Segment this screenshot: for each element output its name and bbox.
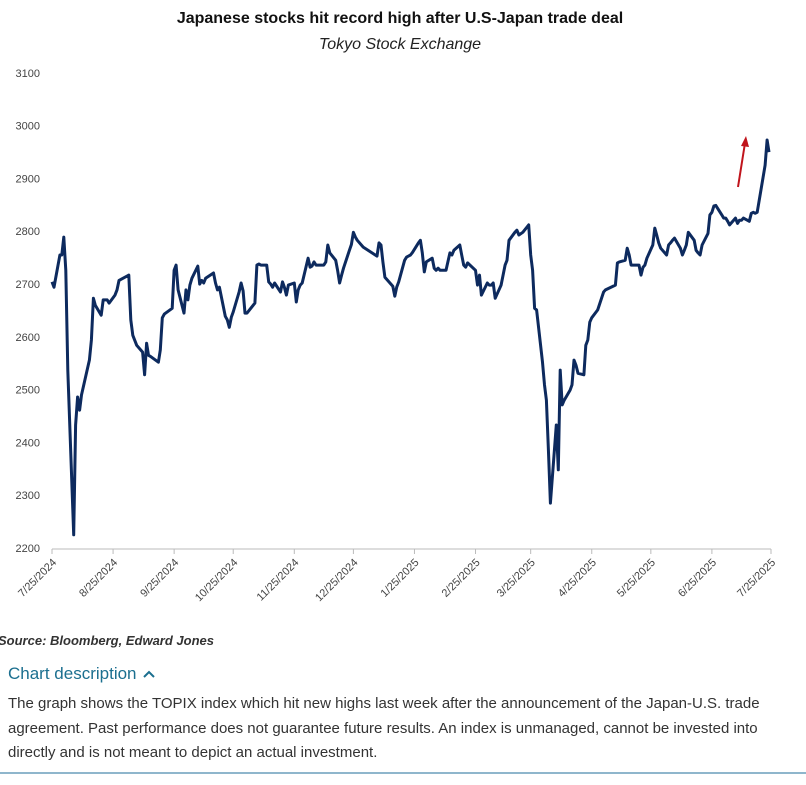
y-tick-label: 2200 <box>16 543 40 555</box>
x-tick-label: 12/25/2024 <box>313 557 360 604</box>
x-tick-label: 1/25/2025 <box>379 557 422 600</box>
description-toggle[interactable]: Chart description <box>8 664 155 684</box>
description-heading[interactable]: Chart description <box>8 664 137 683</box>
price-line <box>50 138 771 537</box>
chart-subtitle: Tokyo Stock Exchange <box>319 36 481 53</box>
x-tick-label: 11/25/2024 <box>255 557 302 604</box>
x-tick-label: 2/25/2025 <box>440 557 483 600</box>
y-tick-label: 2500 <box>16 385 40 397</box>
y-tick-label: 2400 <box>16 437 40 449</box>
y-tick-label: 3100 <box>16 68 40 80</box>
y-tick-label: 2900 <box>16 173 40 185</box>
y-tick-label: 2300 <box>16 490 40 502</box>
x-tick-label: 4/25/2025 <box>556 557 599 600</box>
x-tick-label: 7/25/2025 <box>735 557 778 600</box>
x-tick-label: 8/25/2024 <box>77 557 120 600</box>
y-tick-label: 2600 <box>16 332 40 344</box>
annotation-arrowhead <box>741 136 749 147</box>
description: The graph shows the TOPIX index which hi… <box>8 695 760 761</box>
x-tick-label: 3/25/2025 <box>495 557 538 600</box>
x-tick-label: 6/25/2025 <box>676 557 719 600</box>
divider <box>0 772 806 774</box>
chevron[interactable] <box>142 670 155 678</box>
annotation-arrow <box>737 142 746 188</box>
y-tick-label: 2700 <box>16 279 40 291</box>
x-tick-label: 9/25/2024 <box>138 557 181 600</box>
chart-title: Japanese stocks hit record high after U.… <box>177 10 623 27</box>
y-tick-label: 3000 <box>16 121 40 133</box>
y-tick-label: 2800 <box>16 226 40 238</box>
x-tick-label: 7/25/2024 <box>16 557 59 600</box>
x-tick-label: 5/25/2025 <box>615 557 658 600</box>
source: Source: Bloomberg, Edward Jones <box>0 633 214 648</box>
x-tick-label: 10/25/2024 <box>193 557 240 604</box>
chart: Japanese stocks hit record high after U.… <box>16 10 779 604</box>
